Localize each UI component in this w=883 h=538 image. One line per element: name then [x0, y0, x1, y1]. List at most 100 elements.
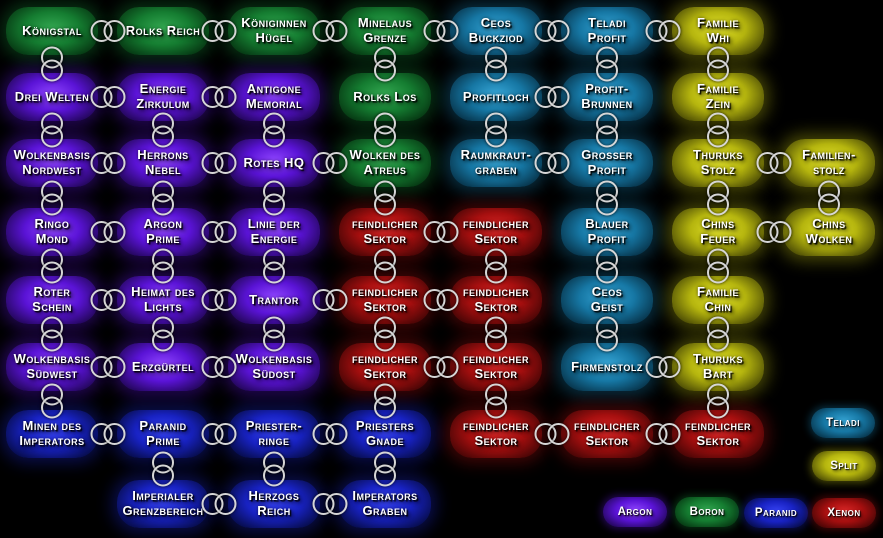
legend-item-argon: Argon	[603, 497, 667, 527]
sector-label: feindlicher	[352, 284, 418, 300]
jumpgate-icon	[645, 423, 680, 445]
sector-label: Königinnen	[241, 15, 307, 31]
sector-label: Profit-	[585, 81, 629, 97]
sector-feindlicher-sektor-1[interactable]: feindlicher Sektor	[339, 208, 431, 256]
sector-teladi-profit[interactable]: Teladi Profit	[561, 7, 653, 55]
sector-profit-brunnen[interactable]: Profit- Brunnen	[561, 73, 653, 121]
sector-familien-stolz[interactable]: Familien-stolz	[783, 139, 875, 187]
sector-erzguertel[interactable]: Erzgürtel	[117, 343, 209, 391]
sector-wolkenbasis-suedost[interactable]: Wolkenbasis Südost	[228, 343, 320, 391]
sector-minen-des-imperators[interactable]: Minen des Imperators	[6, 410, 98, 458]
gate-ring	[596, 329, 618, 351]
gate-ring	[707, 193, 729, 215]
gate-ring	[41, 261, 63, 284]
sector-label: Familie	[697, 81, 739, 97]
sector-label: feindlicher	[574, 418, 640, 434]
gate-ring	[436, 221, 458, 243]
gate-ring	[214, 86, 236, 108]
sector-label: Familie	[697, 15, 739, 31]
sector-koeniginnen-huegel[interactable]: Königinnen Hügel	[228, 7, 320, 55]
sector-wolkenbasis-nordwest[interactable]: Wolkenbasis Nordwest	[6, 139, 98, 187]
legend-label: Boron	[689, 506, 725, 518]
jumpgate-icon	[707, 46, 729, 82]
sector-ringo-mond[interactable]: Ringo Mond	[6, 208, 98, 256]
gate-ring	[103, 356, 125, 378]
sector-label: Atreus	[363, 162, 407, 177]
sector-wolken-des-atreus[interactable]: Wolken des Atreus	[339, 139, 431, 187]
gate-ring	[103, 289, 125, 311]
sector-paranid-prime[interactable]: Paranid Prime	[117, 410, 209, 458]
sector-chins-feuer[interactable]: Chins Feuer	[672, 208, 764, 256]
sector-feindlicher-sektor-6[interactable]: feindlicher Sektor	[450, 343, 542, 391]
sector-feindlicher-sektor-7[interactable]: feindlicher Sektor	[450, 410, 542, 458]
sector-label: Schein	[32, 299, 72, 314]
sector-label: Minen des	[22, 418, 82, 434]
jumpgate-icon	[201, 289, 236, 311]
sector-label: Graben	[362, 503, 408, 518]
sector-label: Bart	[703, 366, 733, 381]
sector-label: Minelaus	[357, 15, 413, 31]
jumpgate-icon	[485, 383, 507, 418]
jumpgate-icon	[485, 316, 507, 351]
gate-ring	[103, 152, 125, 174]
jumpgate-icon	[534, 20, 569, 42]
gate-ring	[374, 59, 396, 82]
sector-herzogs-reich[interactable]: Herzogs Reich	[228, 480, 320, 528]
sector-label: Feuer	[700, 231, 736, 246]
sector-label: Trantor	[249, 291, 299, 307]
sector-label: Sektor	[363, 231, 407, 246]
sector-label: Chins	[701, 216, 735, 232]
sector-chins-wolken[interactable]: Chins Wolken	[783, 208, 875, 256]
gate-ring	[707, 125, 729, 148]
sector-linie-der-energie[interactable]: Linie der Energie	[228, 208, 320, 256]
gate-ring	[263, 125, 285, 148]
sector-label: Priester-	[245, 418, 303, 434]
sector-familie-chin[interactable]: Familie Chin	[672, 276, 764, 324]
gate-ring	[374, 464, 396, 487]
jumpgate-icon	[423, 289, 458, 311]
sector-priester-ringe[interactable]: Priester-ringe	[228, 410, 320, 458]
sector-label: Profit	[587, 231, 627, 246]
gate-ring	[436, 20, 458, 42]
jumpgate-icon	[707, 316, 729, 351]
sector-argon-prime[interactable]: Argon Prime	[117, 208, 209, 256]
jumpgate-icon	[201, 221, 236, 243]
gate-ring	[596, 193, 618, 215]
gate-ring	[214, 493, 236, 515]
sector-label: Chins	[812, 216, 846, 232]
sector-label: Imperators	[352, 488, 418, 504]
gate-ring	[152, 193, 174, 215]
legend-item-split: Split	[812, 451, 876, 481]
jumpgate-icon	[707, 180, 729, 215]
sector-rolks-reich[interactable]: Rolks Reich	[117, 7, 209, 55]
sector-label: Sektor	[363, 299, 407, 314]
jumpgate-icon	[201, 493, 236, 515]
jumpgate-icon	[312, 20, 347, 42]
gate-ring	[214, 152, 236, 174]
sector-label: Stolz	[700, 162, 736, 177]
sector-thuruks-stolz[interactable]: Thuruks Stolz	[672, 139, 764, 187]
jumpgate-icon	[756, 221, 791, 243]
sector-feindlicher-sektor-9[interactable]: feindlicher Sektor	[672, 410, 764, 458]
jumpgate-icon	[90, 356, 125, 378]
sector-feindlicher-sektor-2[interactable]: feindlicher Sektor	[450, 208, 542, 256]
sector-feindlicher-sektor-8[interactable]: feindlicher Sektor	[561, 410, 653, 458]
sector-label: Grenze	[363, 30, 407, 45]
jumpgate-icon	[312, 152, 347, 174]
jumpgate-icon	[707, 383, 729, 418]
sector-firmenstolz[interactable]: Firmenstolz	[561, 343, 653, 391]
jumpgate-icon	[374, 112, 396, 148]
sector-priesters-gnade[interactable]: Priesters Gnade	[339, 410, 431, 458]
sector-ceos-geist[interactable]: Ceos Geist	[561, 276, 653, 324]
sector-blauer-profit[interactable]: Blauer Profit	[561, 208, 653, 256]
sector-label: graben	[474, 162, 517, 177]
gate-ring	[374, 125, 396, 148]
sector-raumkraut-graben[interactable]: Raumkraut-graben	[450, 139, 542, 187]
jumpgate-icon	[41, 248, 63, 284]
sector-imperialer-grenzbereich[interactable]: Imperialer Grenzbereich	[117, 480, 209, 528]
sector-label: Antigone	[246, 81, 302, 97]
sector-label: Ceos	[591, 284, 623, 300]
sector-imperators-graben[interactable]: Imperators Graben	[339, 480, 431, 528]
gate-ring	[485, 59, 507, 82]
sector-label: Sektor	[474, 433, 518, 448]
